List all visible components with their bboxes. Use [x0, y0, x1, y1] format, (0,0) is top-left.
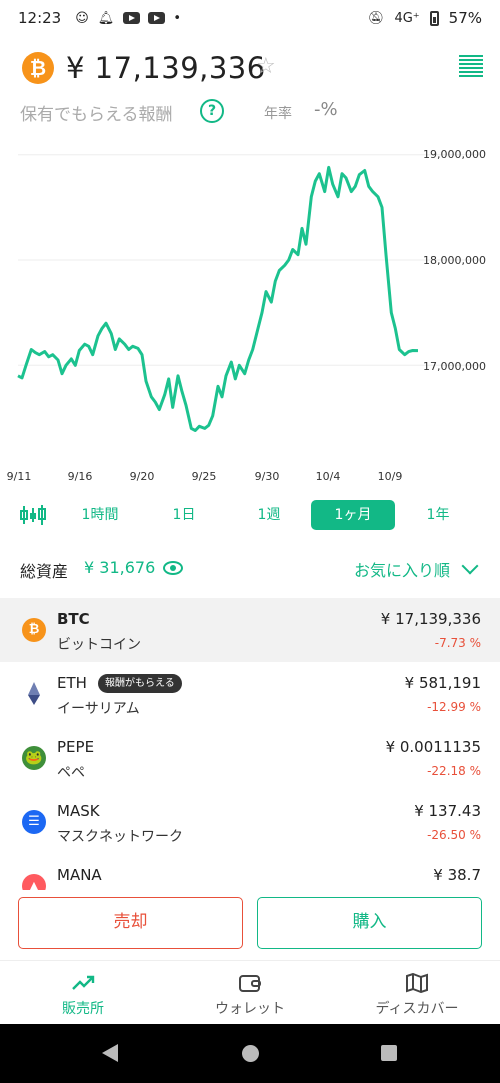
- youtube-icon: [123, 12, 141, 24]
- status-time: 12:23: [18, 9, 62, 27]
- buy-button[interactable]: 購入: [257, 897, 482, 949]
- youtube-icon-2: [148, 12, 166, 24]
- range-tab-1w[interactable]: 1週: [257, 507, 281, 523]
- favorite-star-icon[interactable]: ☆: [256, 54, 276, 79]
- battery-icon: [429, 10, 439, 26]
- total-assets-label: 総資産: [20, 562, 69, 581]
- coin-change: -7.73 %: [434, 636, 481, 650]
- x-tick-label: 9/16: [67, 470, 93, 483]
- range-tab-1m[interactable]: 1ヶ月: [311, 500, 395, 530]
- order-book-icon[interactable]: [459, 55, 483, 77]
- coin-symbol: PEPE: [57, 738, 95, 756]
- wallet-icon: [239, 975, 261, 992]
- chevron-down-icon[interactable]: [461, 557, 479, 575]
- pepe-icon: 🐸: [22, 746, 46, 770]
- nav-item-wallet[interactable]: ウォレット: [167, 961, 333, 1025]
- home-icon[interactable]: [242, 1045, 259, 1062]
- system-nav-bar: [0, 1024, 500, 1083]
- coin-name: ビットコイン: [57, 637, 141, 653]
- battery-level: 57%: [448, 9, 482, 27]
- y-tick-label: 18,000,000: [423, 254, 486, 267]
- bitcoin-icon: ₿: [22, 618, 46, 642]
- coin-row-eth[interactable]: ETH 報酬がもらえる イーサリアム ¥ 581,191 -12.99 %: [0, 662, 500, 726]
- current-price: ¥ 17,139,336: [66, 51, 266, 85]
- help-icon[interactable]: ?: [200, 99, 224, 123]
- coin-symbol: BTC: [57, 610, 90, 628]
- notification-bell-icon: 🔔︎: [97, 10, 115, 26]
- coin-price: ¥ 38.7: [433, 866, 481, 884]
- coin-change: -12.99 %: [427, 700, 481, 714]
- nav-label: ウォレット: [215, 1001, 285, 1017]
- reward-badge: 報酬がもらえる: [98, 674, 182, 693]
- coin-row-mana[interactable]: ▲ MANA ¥ 38.7: [0, 854, 500, 918]
- back-icon[interactable]: [102, 1044, 118, 1062]
- coin-name: イーサリアム: [57, 701, 140, 717]
- trending-up-icon: [72, 975, 95, 990]
- reward-row: 保有でもらえる報酬 ? 年率 -%: [0, 98, 500, 126]
- sort-order-dropdown[interactable]: お気に入り順: [354, 561, 451, 580]
- coin-symbol: ETH: [57, 674, 87, 692]
- sell-button[interactable]: 売却: [18, 897, 243, 949]
- coin-row-btc[interactable]: ₿ BTC ビットコイン ¥ 17,139,336 -7.73 %: [0, 598, 500, 662]
- x-tick-label: 9/20: [129, 470, 155, 483]
- notification-android-icon: ☺: [75, 10, 89, 26]
- coin-row-pepe[interactable]: 🐸 PEPE ペペ ¥ 0.0011135 -22.18 %: [0, 726, 500, 790]
- annual-rate-value: -%: [314, 99, 338, 120]
- range-tab-1d[interactable]: 1日: [172, 507, 196, 523]
- range-tab-1h[interactable]: 1時間: [81, 507, 119, 523]
- coin-price: ¥ 0.0011135: [385, 738, 481, 756]
- x-tick-label: 9/11: [6, 470, 32, 483]
- price-chart-svg: [17, 154, 480, 432]
- coin-change: -26.50 %: [427, 828, 481, 842]
- coin-price: ¥ 581,191: [404, 674, 481, 692]
- y-tick-label: 19,000,000: [423, 148, 486, 161]
- bottom-nav: 販売所 ウォレット ディスカバー: [0, 960, 500, 1024]
- price-line: [17, 165, 419, 432]
- annual-rate-label: 年率: [264, 106, 292, 122]
- price-chart[interactable]: 19,000,000 18,000,000 17,000,000 9/11 9/…: [0, 140, 500, 490]
- range-tabs: 1時間 1日 1週 1ヶ月 1年: [0, 498, 500, 532]
- map-icon: [406, 973, 428, 993]
- total-assets-row: 総資産 ¥ 31,676 お気に入り順: [0, 554, 500, 584]
- nav-item-exchange[interactable]: 販売所: [0, 961, 166, 1025]
- recents-icon[interactable]: [381, 1045, 397, 1061]
- nav-item-discover[interactable]: ディスカバー: [334, 961, 500, 1025]
- nav-label: ディスカバー: [375, 1001, 459, 1017]
- y-tick-label: 17,000,000: [423, 360, 486, 373]
- x-tick-label: 10/4: [315, 470, 341, 483]
- coin-name: ペペ: [57, 765, 85, 781]
- coin-symbol: MASK: [57, 802, 100, 820]
- total-assets-value: ¥ 31,676: [84, 558, 156, 577]
- candlestick-icon[interactable]: [20, 504, 46, 526]
- status-bar: 12:23 ☺ 🔔︎ • 🔕︎ 4G⁺ 57%: [0, 0, 500, 36]
- more-notifications-icon: •: [173, 10, 181, 26]
- coin-symbol: MANA: [57, 866, 102, 884]
- coin-header: ₿ ¥ 17,139,336 ☆: [0, 48, 500, 88]
- x-tick-label: 10/9: [377, 470, 403, 483]
- x-tick-label: 9/25: [191, 470, 217, 483]
- mask-icon: ☰: [22, 810, 46, 834]
- trade-actions: 売却 購入: [0, 890, 500, 960]
- network-indicator: 4G⁺: [394, 10, 420, 26]
- mute-icon: 🔕︎: [367, 10, 385, 26]
- reward-label: 保有でもらえる報酬: [20, 105, 173, 125]
- coin-row-mask[interactable]: ☰ MASK マスクネットワーク ¥ 137.43 -26.50 %: [0, 790, 500, 854]
- ethereum-icon: [22, 682, 46, 706]
- coin-name: マスクネットワーク: [57, 829, 183, 845]
- nav-label: 販売所: [62, 1001, 104, 1017]
- coin-list: ₿ BTC ビットコイン ¥ 17,139,336 -7.73 % ETH 報酬…: [0, 598, 500, 918]
- range-tab-1y[interactable]: 1年: [426, 507, 450, 523]
- coin-price: ¥ 17,139,336: [380, 610, 481, 628]
- coin-price: ¥ 137.43: [414, 802, 481, 820]
- eye-icon[interactable]: [163, 561, 183, 575]
- coin-change: -22.18 %: [427, 764, 481, 778]
- x-tick-label: 9/30: [254, 470, 280, 483]
- bitcoin-icon: ₿: [22, 52, 54, 84]
